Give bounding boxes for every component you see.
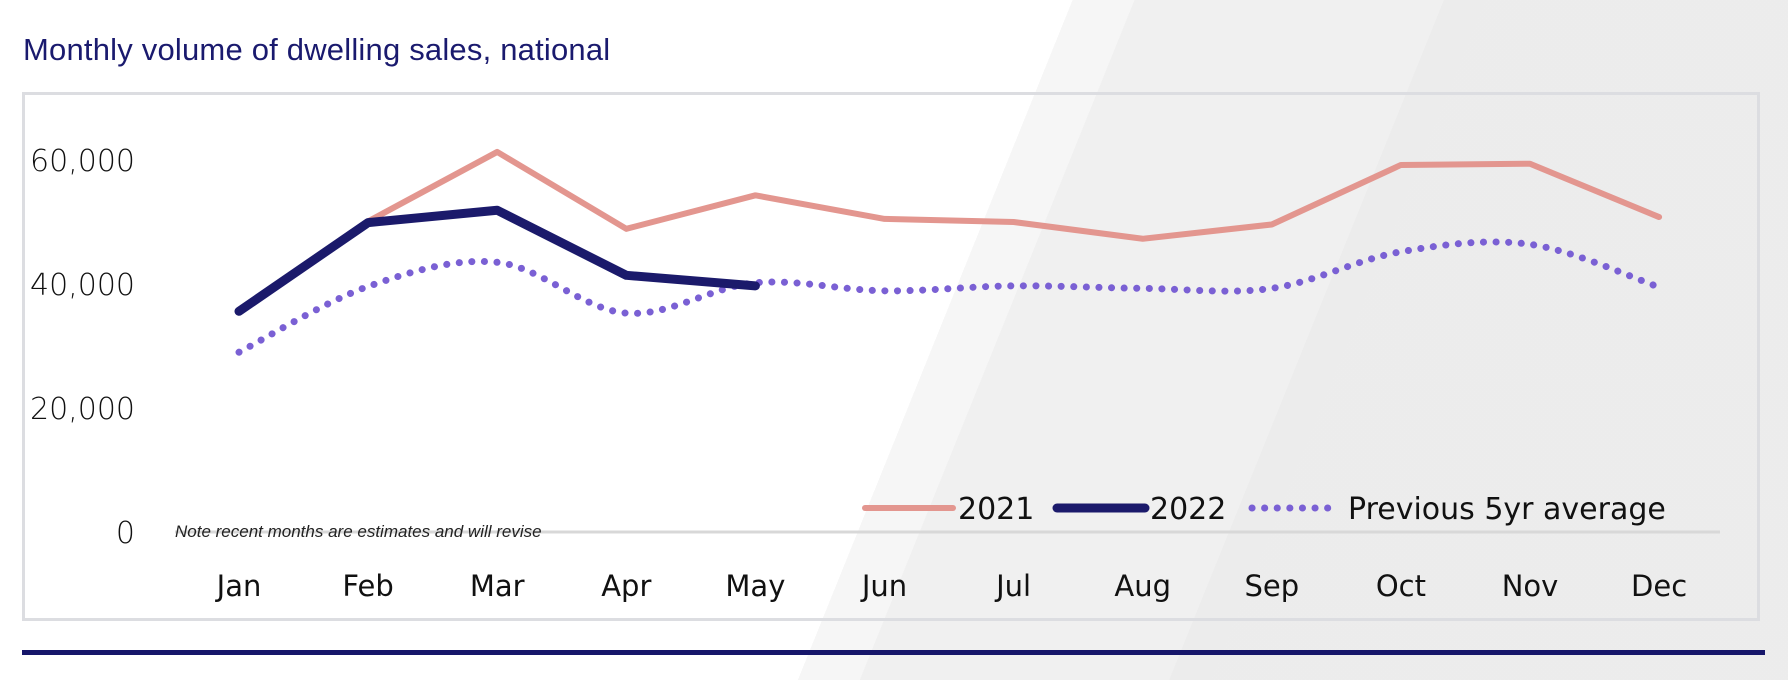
x-tick-label: Aug	[1114, 569, 1171, 603]
legend-item-2021: 2021	[862, 492, 1034, 527]
y-tick-label: 20,000	[30, 392, 135, 427]
y-tick-label: 60,000	[30, 144, 135, 179]
chart-title: Monthly volume of dwelling sales, nation…	[23, 32, 611, 67]
note-text: Note recent months are estimates and wil…	[175, 522, 542, 541]
legend-item-5yr-average: Previous 5yr average	[1248, 492, 1666, 527]
y-tick-label: 0	[116, 516, 135, 551]
x-tick-label: Feb	[342, 569, 393, 603]
x-tick-label: Dec	[1631, 569, 1687, 603]
x-tick-label: Mar	[470, 569, 525, 603]
legend-label: 2022	[1150, 492, 1226, 527]
x-tick-label: Jan	[215, 569, 262, 603]
x-tick-label: Sep	[1244, 569, 1299, 603]
x-tick-label: Apr	[601, 569, 651, 603]
x-tick-label: May	[725, 569, 785, 603]
x-tick-label: Jul	[994, 569, 1031, 603]
x-tick-label: Nov	[1502, 569, 1559, 603]
series-2022-line	[234, 205, 760, 316]
x-tick-label: Oct	[1376, 569, 1426, 603]
series-5yr-average-line	[235, 238, 1663, 356]
x-tick-label: Jun	[860, 569, 907, 603]
y-tick-label: 40,000	[30, 268, 135, 303]
bottom-rule	[22, 650, 1765, 655]
chart-frame	[22, 92, 1760, 621]
series-2021-line	[365, 148, 1663, 242]
legend-label: 2021	[958, 492, 1034, 527]
legend-item-2022: 2022	[1052, 492, 1226, 527]
legend-label: Previous 5yr average	[1348, 492, 1666, 527]
